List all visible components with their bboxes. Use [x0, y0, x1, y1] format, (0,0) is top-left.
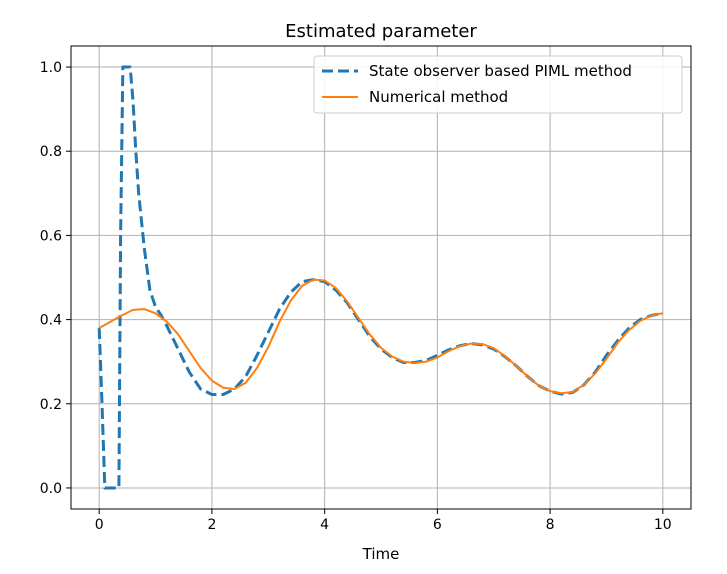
- legend-label-1: State observer based PIML method: [369, 62, 632, 80]
- x-tick-label: 4: [320, 517, 329, 533]
- series-layer: [97, 65, 664, 490]
- y-tick-label: 0.4: [40, 313, 62, 329]
- plot-frame: [70, 45, 692, 510]
- legend: State observer based PIML method Numerica…: [313, 55, 683, 114]
- series-line-2: [98, 278, 664, 395]
- grid: [71, 46, 691, 509]
- y-tick-label: 0.2: [40, 397, 62, 413]
- y-tick-label: 0.0: [40, 481, 62, 497]
- y-tick-label: 0.8: [40, 144, 62, 160]
- legend-box: [313, 55, 683, 114]
- chart-title: Estimated parameter: [285, 21, 477, 42]
- x-tick-label: 10: [654, 517, 672, 533]
- axis-ticks: 0 2 4 6 8 10 0.0 0.2 0.4 0.6 0.8 1.0: [40, 60, 672, 533]
- x-tick-label: 8: [546, 517, 555, 533]
- legend-label-2: Numerical method: [369, 88, 508, 106]
- x-axis-label: Time: [362, 545, 400, 563]
- x-tick-label: 6: [433, 517, 442, 533]
- y-tick-label: 0.6: [40, 228, 62, 244]
- y-tick-label: 1.0: [40, 60, 62, 76]
- x-tick-label: 2: [207, 517, 216, 533]
- x-tick-label: 0: [95, 517, 104, 533]
